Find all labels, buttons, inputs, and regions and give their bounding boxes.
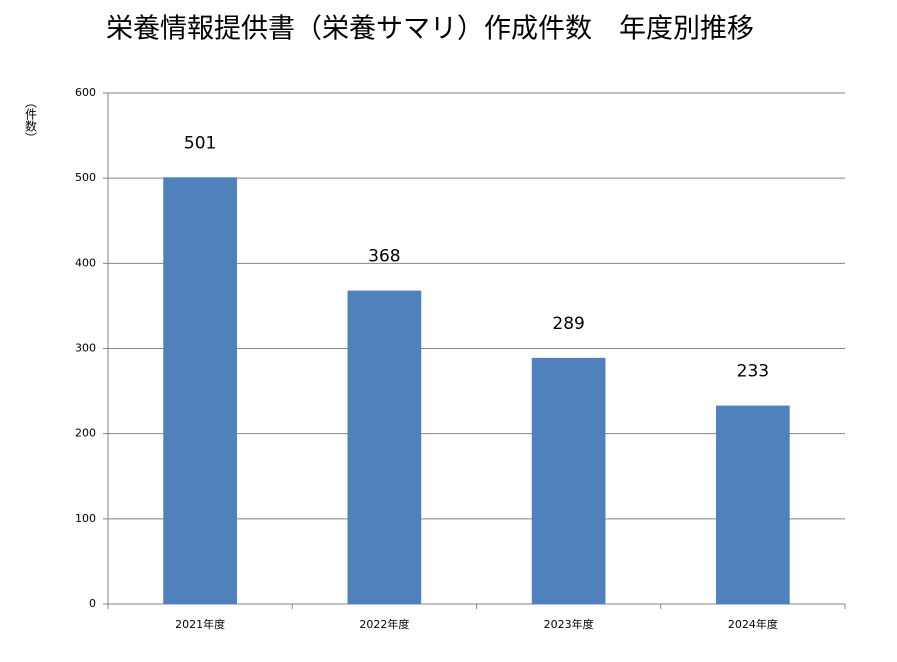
value-label: 289 [552, 314, 584, 334]
x-tick-label: 2023年度 [544, 617, 594, 631]
x-tick-label: 2021年度 [175, 617, 225, 631]
value-label: 368 [368, 247, 400, 267]
bar [163, 177, 237, 604]
y-tick-label: 400 [75, 256, 96, 269]
bar [347, 290, 422, 604]
y-tick-label: 300 [75, 342, 96, 355]
value-label: 501 [184, 133, 216, 153]
y-tick-label: 200 [75, 427, 96, 440]
y-tick-label: 0 [89, 597, 96, 610]
y-axis-label: （件数） [24, 96, 38, 144]
y-tick-label: 100 [75, 512, 96, 525]
value-label: 233 [737, 362, 769, 382]
chart-title: 栄養情報提供書（栄養サマリ）作成件数 年度別推移 [106, 14, 754, 45]
y-tick-label: 600 [75, 86, 96, 99]
x-tick-label: 2024年度 [728, 617, 778, 631]
y-tick-label: 500 [75, 171, 96, 184]
x-tick-label: 2022年度 [359, 617, 409, 631]
bar [531, 357, 606, 604]
bar [716, 405, 790, 604]
